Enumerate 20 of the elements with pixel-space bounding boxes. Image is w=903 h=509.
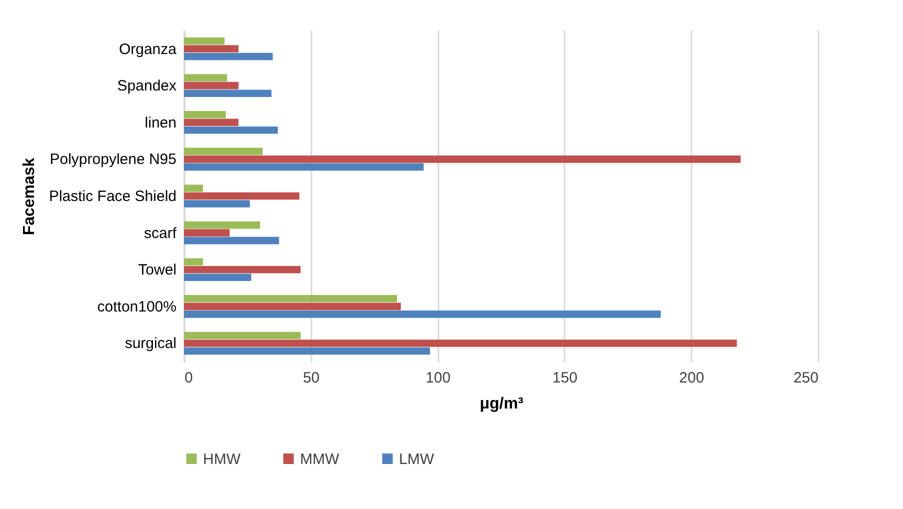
y-tick-label: scarf <box>144 224 178 242</box>
x-tick-label: 100 <box>426 370 451 386</box>
x-tick-label: 50 <box>302 370 320 386</box>
x-tick-label: 150 <box>552 370 578 386</box>
y-axis-title: Facemask <box>20 158 38 236</box>
y-tick-label: cotton100% <box>97 298 176 316</box>
legend-label: MMW <box>300 450 340 468</box>
y-tick-label: Organza <box>118 40 178 58</box>
y-tick-label: Plastic Face Shield <box>48 188 176 205</box>
x-tick-label: 250 <box>793 370 818 386</box>
legend-label: LMW <box>399 450 435 468</box>
x-tick-label: 200 <box>679 370 704 386</box>
legend-label: HMW <box>203 450 242 468</box>
y-tick-label: Spandex <box>117 78 177 95</box>
x-tick-label: 0 <box>184 370 193 386</box>
x-axis-title: μg/m³ <box>480 396 524 412</box>
y-tick-label: Polypropylene N95 <box>50 151 176 168</box>
y-tick-label: linen <box>144 114 176 132</box>
y-tick-label: surgical <box>124 335 176 352</box>
y-tick-label: Towel <box>138 262 176 279</box>
